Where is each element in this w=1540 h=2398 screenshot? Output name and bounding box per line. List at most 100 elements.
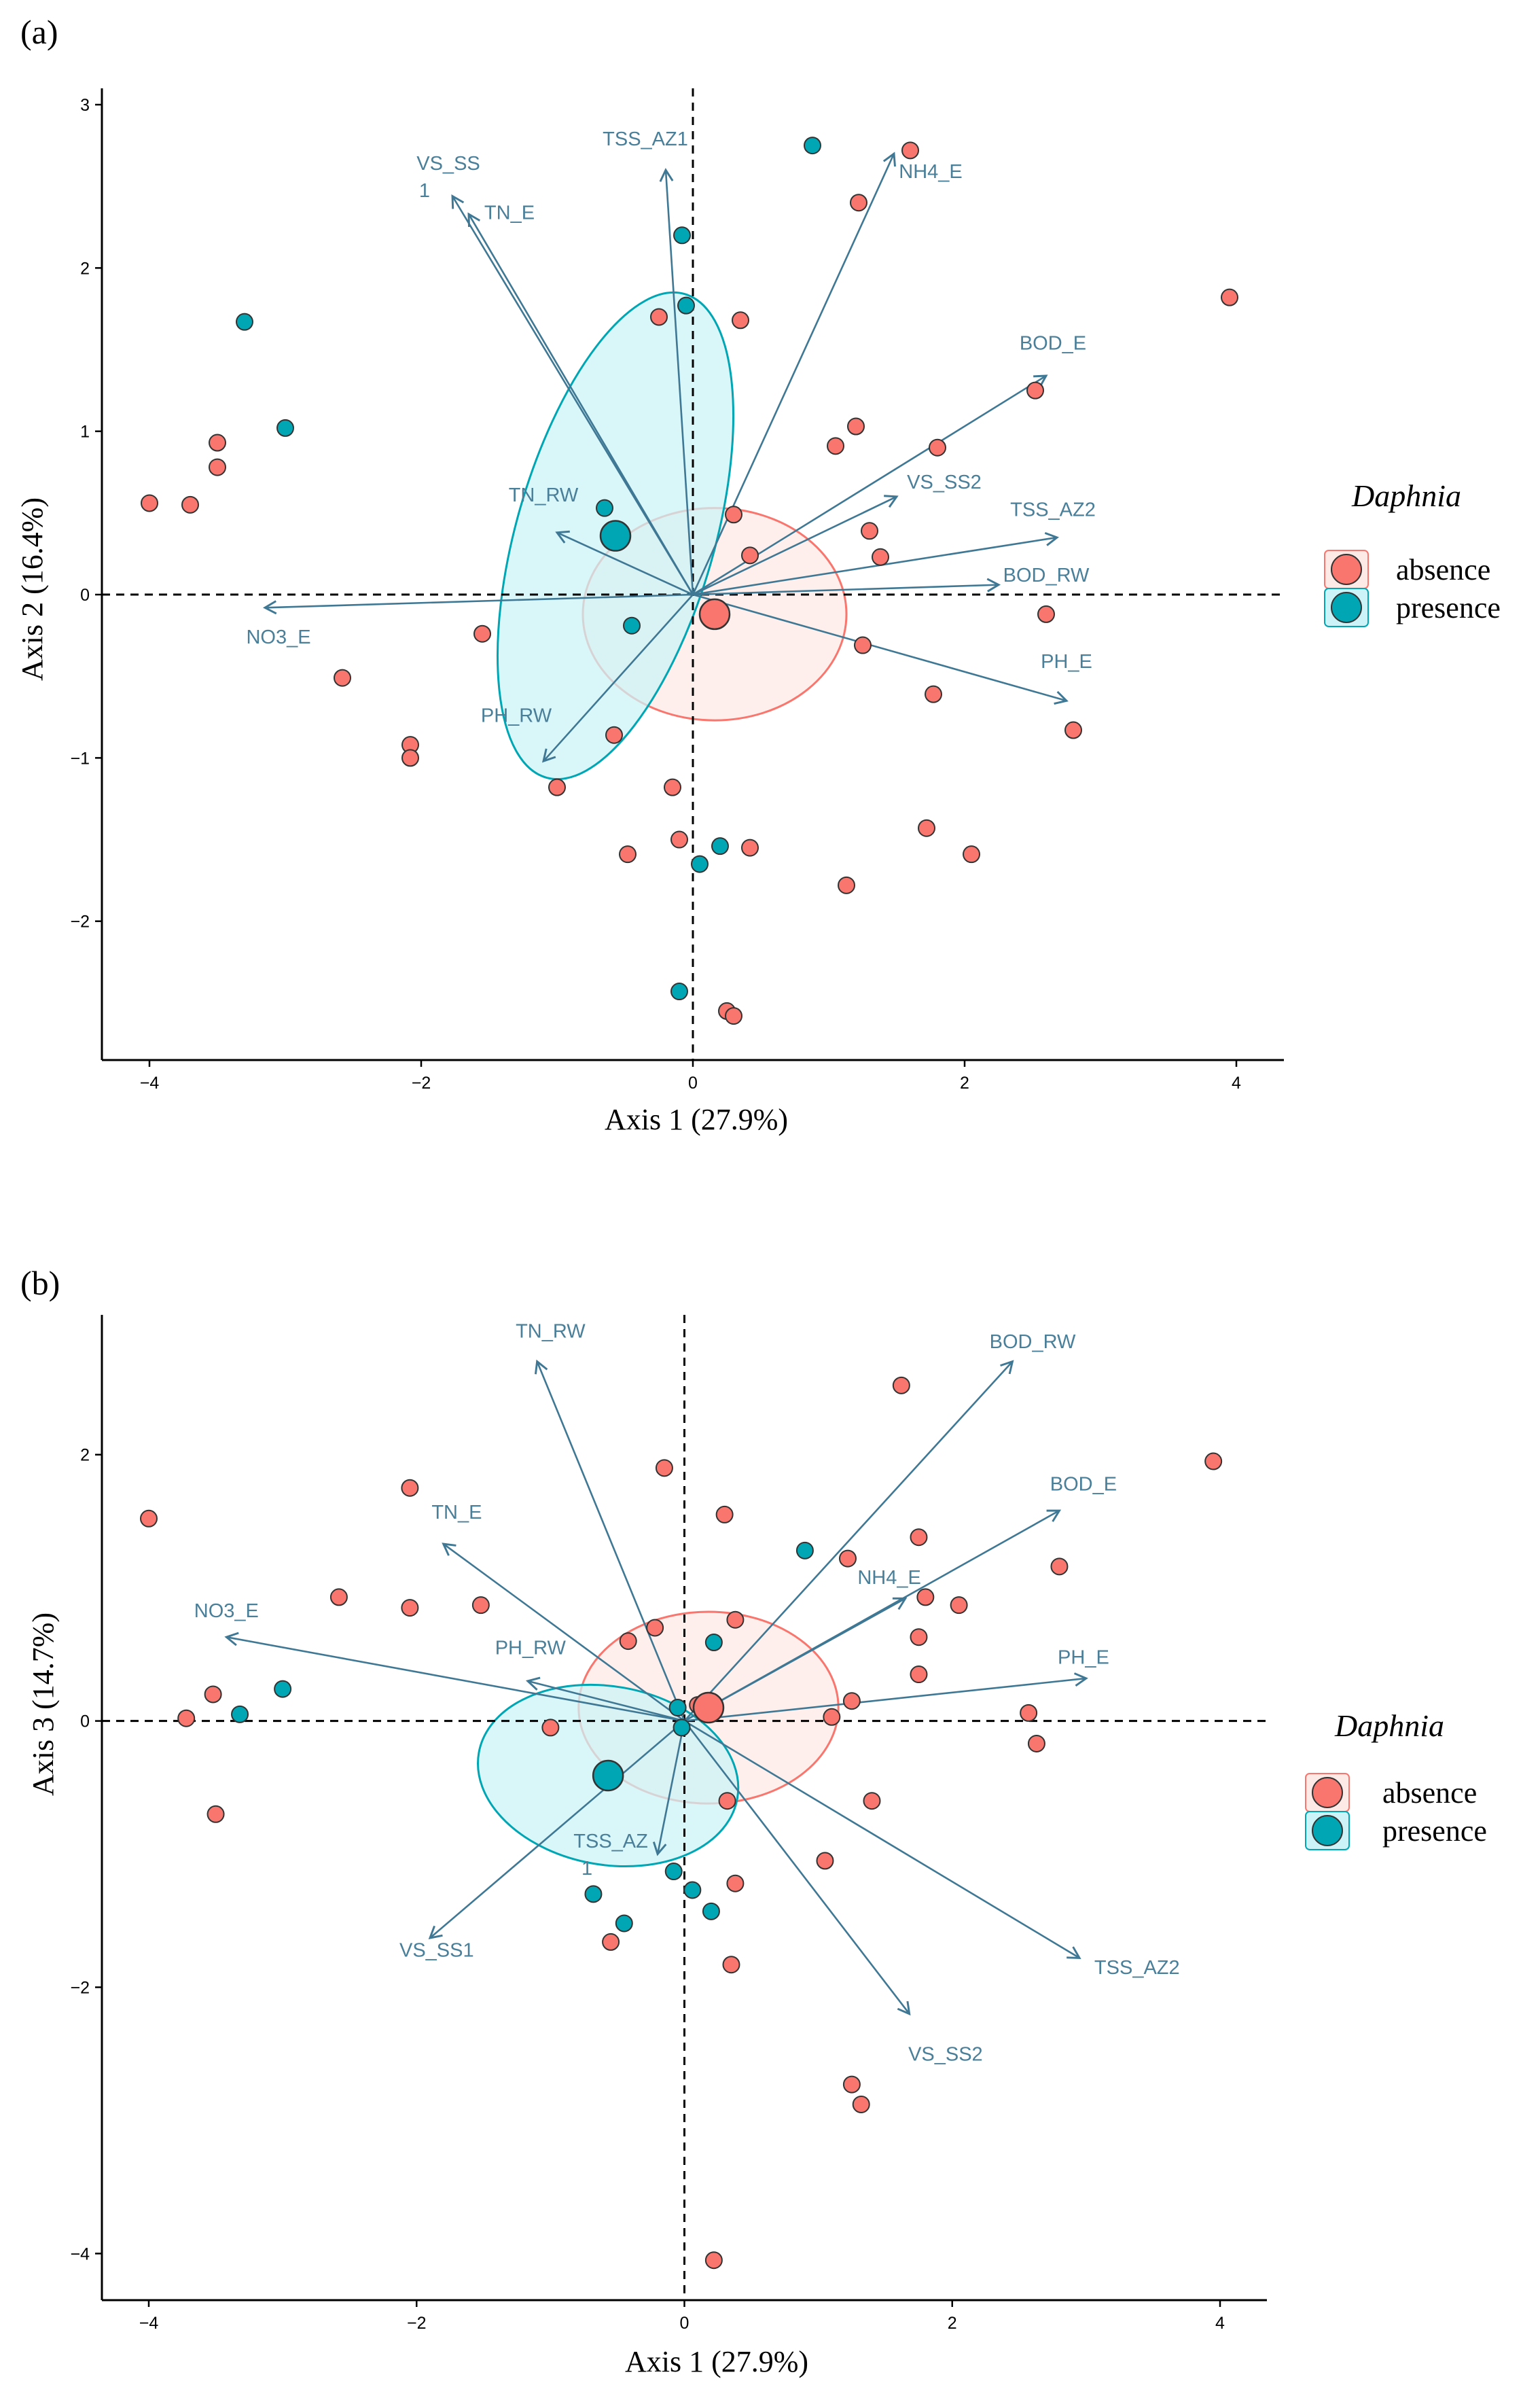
panel-a-vector-label-8-line-0: PH_E [1041, 651, 1092, 673]
panel-b-vector-6 [525, 1676, 685, 1722]
panel-a-vector-label-3: NH4_E [899, 161, 963, 183]
panel-a-point-absence-13 [725, 506, 742, 524]
panel-b-legend-label-presence: presence [1382, 1814, 1487, 1848]
panel-b-point-absence-7 [471, 1596, 490, 1615]
panel-b-point-absence-22 [892, 1376, 910, 1394]
panel-b-point-absence-21 [816, 1852, 834, 1870]
panel-a-y-tick-label-1: −1 [70, 749, 90, 768]
panel-b: (b) TN_RW BOD_RW BOD_E NH4_E TN_E NO3_E PH_RW P… [20, 1264, 1487, 2378]
panel-b-x-tick-label-1: −2 [407, 2314, 427, 2333]
panel-a-vector-label-5: VS_SS2 [907, 472, 982, 493]
panel-a-vector-label-9-line-0: TN_RW [509, 484, 579, 506]
panel-b-point-absence-25 [910, 1665, 928, 1684]
panel-a-centroid-absence [698, 598, 731, 631]
panel-b-vector-label-4-line-0: TN_E [431, 1502, 482, 1523]
panel-b-point-absence-1 [177, 1709, 196, 1727]
panel-a-centroid-presence [599, 520, 632, 552]
panel-a-vector-label-4-line-0: BOD_E [1020, 333, 1086, 355]
panel-b-vector-label-6-line-0: PH_RW [495, 1638, 567, 1659]
panel-b-vector-label-8-line-1: 1 [581, 1858, 592, 1880]
panel-a-point-absence-19 [473, 624, 491, 643]
panel-a-point-absence-23 [605, 726, 623, 744]
panel-b-vector-label-7-line-0: PH_E [1058, 1646, 1109, 1668]
panel-a-point-presence-8 [691, 855, 709, 873]
panel-a-point-absence-29 [670, 830, 688, 849]
panel-a-vector-label-3-line-0: NH4_E [899, 161, 963, 183]
panel-a-vector-2 [659, 168, 694, 595]
panel-a-vector-label-6-line-0: TSS_AZ2 [1010, 499, 1096, 521]
panel-a-point-absence-26 [548, 778, 566, 796]
panel-a-point-absence-9 [141, 494, 158, 512]
panel-a-vector-label-0: VS_SS 1 [416, 153, 480, 202]
panel-b-point-presence-2 [584, 1885, 603, 1903]
panel-b-point-absence-6 [401, 1599, 419, 1617]
panel-a-y-tick-label-3: 1 [80, 423, 90, 442]
panel-a-vector-6 [692, 532, 1059, 596]
panel-b-y-tick-label-1: −2 [70, 1979, 90, 1998]
panel-b-point-presence-9 [668, 1699, 687, 1717]
panel-a-point-presence-9 [670, 983, 688, 1001]
panel-b-vector-label-1: BOD_RW [990, 1331, 1076, 1353]
panel-a-point-absence-16 [741, 546, 759, 565]
panel-a-point-absence-18 [854, 636, 872, 654]
panel-b-vector-5 [224, 1632, 685, 1722]
panel-b-vector-label-1-line-0: BOD_RW [990, 1331, 1076, 1353]
panel-b-point-absence-27 [950, 1596, 968, 1615]
panel-b-vector-label-8-line-0: TSS_AZ [573, 1831, 648, 1852]
panel-a-vector-10 [262, 593, 694, 615]
panel-a-point-absence-27 [664, 778, 681, 796]
panel-b-legend-label-absence: absence [1382, 1776, 1477, 1810]
panel-a-vector-label-11: PH_RW [481, 705, 552, 727]
panel-b-vector-label-11-line-0: VS_SS2 [908, 2043, 983, 2065]
panel-a-x-tick-label-2: 0 [688, 1074, 698, 1093]
panel-b-point-absence-19 [838, 1549, 857, 1568]
panel-a-point-absence-6 [847, 417, 865, 436]
panel-b-point-absence-18 [823, 1708, 841, 1726]
panel-a-vector-label-2: TSS_AZ1 [603, 128, 688, 150]
panel-a-point-absence-0 [901, 141, 919, 160]
panel-b-point-absence-2 [204, 1685, 222, 1704]
panel-b-legend-marker-presence [1312, 1815, 1343, 1846]
panel-b-point-absence-34 [852, 2095, 870, 2113]
panel-a-legend-marker-absence [1331, 554, 1362, 585]
panel-a-point-absence-5 [1026, 381, 1044, 400]
panel-b-point-absence-17 [722, 1956, 740, 1974]
panel-b-vector-4 [442, 1542, 685, 1722]
panel-a-point-absence-7 [827, 437, 844, 455]
panel-b-point-presence-5 [683, 1881, 702, 1899]
panel-b-centroid-absence [692, 1691, 725, 1724]
panel-b-point-absence-33 [842, 2075, 861, 2094]
panel-a-vector-11 [541, 594, 694, 763]
panel-b-vector-9 [428, 1720, 685, 1939]
panel-b-point-presence-8 [795, 1541, 814, 1559]
panel-b-point-absence-15 [718, 1792, 736, 1810]
panel-b-label: (b) [20, 1264, 60, 1302]
panel-b-point-presence-7 [702, 1902, 720, 1920]
panel-a-vector-label-7-line-0: BOD_RW [1003, 565, 1090, 586]
panel-a-legend-label-absence: absence [1396, 553, 1490, 586]
panel-b-vector-label-4: TN_E [431, 1502, 482, 1523]
panel-b-legend: Daphnia absence presence [1305, 1708, 1487, 1850]
panel-a-point-presence-5 [596, 499, 613, 517]
panel-a-point-absence-33 [838, 876, 855, 894]
panel-b-point-presence-1 [274, 1680, 292, 1698]
panel-a-legend-marker-presence [1331, 592, 1362, 623]
panel-b-point-absence-5 [401, 1479, 419, 1497]
panel-a-point-absence-21 [925, 685, 942, 703]
panel-b-vector-label-8: TSS_AZ 1 [573, 1831, 648, 1880]
panel-b-point-absence-26 [916, 1588, 935, 1606]
panel-b-x-tick-label-2: 0 [680, 2314, 690, 2333]
panel-a-vector-label-1: TN_E [484, 202, 535, 224]
panel-b-vector-0 [534, 1359, 685, 1722]
panel-b-point-presence-6 [704, 1634, 723, 1652]
panel-b-vector-label-2-line-0: BOD_E [1050, 1474, 1117, 1496]
panel-a-vector-7 [692, 578, 1001, 596]
panel-b-point-absence-4 [329, 1588, 348, 1606]
panel-b-legend-marker-absence [1312, 1777, 1343, 1808]
panel-b-point-absence-23 [910, 1528, 928, 1547]
panel-a-point-presence-3 [236, 313, 253, 331]
panel-b-vector-label-0-line-0: TN_RW [516, 1320, 586, 1342]
panel-b-point-presence-0 [231, 1705, 249, 1723]
panel-a-point-absence-32 [963, 845, 980, 864]
panel-a-point-absence-4 [732, 311, 749, 330]
